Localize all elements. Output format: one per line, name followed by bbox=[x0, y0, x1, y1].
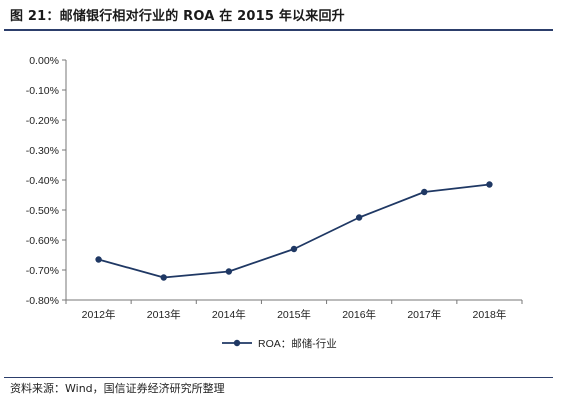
legend-marker bbox=[233, 339, 241, 347]
y-tick-label: -0.70% bbox=[26, 265, 59, 277]
x-tick-label: 2012年 bbox=[82, 308, 116, 321]
y-tick-label: -0.60% bbox=[26, 235, 59, 247]
legend-label: ROA：邮储-行业 bbox=[258, 337, 337, 350]
data-point bbox=[421, 188, 428, 196]
x-axis-ticks: 2012年 2013年 2014年 2015年 2016年 2017年 2018年 bbox=[65, 300, 523, 321]
y-tick-label: 0.00% bbox=[29, 55, 59, 67]
data-point bbox=[160, 274, 167, 281]
data-point bbox=[290, 245, 298, 253]
figure-title: 图 21：邮储银行相对行业的 ROA 在 2015 年以来回升 bbox=[10, 9, 345, 24]
source-rule bbox=[4, 377, 553, 378]
source-note: 资料来源：Wind，国信证券经济研究所整理 bbox=[10, 382, 225, 395]
series-layer bbox=[95, 181, 493, 281]
y-tick-label: -0.20% bbox=[26, 115, 59, 127]
y-tick-label: -0.40% bbox=[26, 175, 59, 187]
y-tick-label: -0.30% bbox=[26, 145, 59, 157]
x-tick-label: 2016年 bbox=[342, 308, 376, 321]
data-point bbox=[225, 268, 233, 275]
chart-axes bbox=[65, 60, 522, 301]
y-tick-label: -0.10% bbox=[26, 85, 59, 97]
y-tick-label: -0.50% bbox=[26, 205, 59, 217]
y-tick-label: -0.80% bbox=[26, 295, 59, 307]
x-tick-label: 2015年 bbox=[277, 308, 311, 321]
data-point bbox=[486, 181, 493, 188]
x-tick-label: 2014年 bbox=[212, 308, 246, 321]
chart-legend: ROA：邮储-行业 bbox=[222, 337, 337, 350]
series-line bbox=[98, 183, 490, 279]
x-tick-label: 2018年 bbox=[472, 308, 506, 321]
y-axis-ticks: 0.00% -0.10% -0.20% -0.30% -0.40% -0.50% -0.60… bbox=[26, 55, 66, 307]
data-point bbox=[95, 256, 102, 263]
x-tick-label: 2013年 bbox=[147, 308, 181, 321]
title-rule bbox=[4, 29, 553, 31]
x-tick-label: 2017年 bbox=[407, 308, 441, 321]
data-point bbox=[355, 214, 363, 221]
